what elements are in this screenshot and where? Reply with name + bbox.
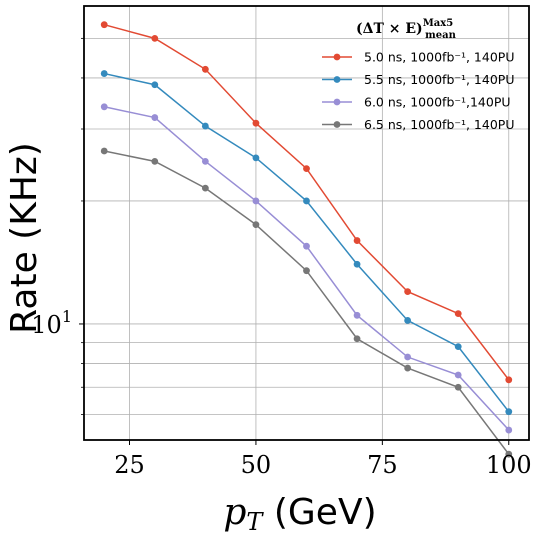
y-axis-label: Rate (KHz) <box>4 142 45 334</box>
legend-title-main: (ΔT × E) <box>356 21 423 37</box>
series-group <box>100 21 513 458</box>
legend-label: 5.5 ns, 1000fb⁻¹, 140PU <box>364 72 514 87</box>
series-line <box>100 147 513 458</box>
data-point <box>252 197 260 205</box>
data-point <box>404 317 412 324</box>
data-point <box>151 114 159 121</box>
data-point <box>100 147 108 155</box>
x-axis-label-unit: (GeV) <box>262 492 376 533</box>
data-point <box>505 376 513 384</box>
series-line <box>100 103 513 434</box>
legend: (ΔT × E)Max5 mean 5.0 ns, 1000fb⁻¹, 140PU… <box>322 18 514 132</box>
data-point <box>454 371 462 379</box>
x-tick-label: 25 <box>114 451 145 479</box>
data-point <box>201 65 209 73</box>
data-point <box>353 335 361 343</box>
data-point <box>454 310 462 318</box>
legend-entry: 6.5 ns, 1000fb⁻¹, 140PU <box>322 117 514 132</box>
data-point <box>404 353 412 361</box>
data-point <box>100 21 108 29</box>
data-point <box>201 122 209 130</box>
data-point <box>100 70 108 77</box>
data-point <box>454 343 462 351</box>
legend-entry: 5.0 ns, 1000fb⁻¹, 140PU <box>322 50 514 65</box>
data-point <box>151 34 159 42</box>
data-point <box>353 237 361 244</box>
legend-entry: 5.5 ns, 1000fb⁻¹, 140PU <box>322 72 514 87</box>
data-point <box>100 103 108 111</box>
legend-marker <box>333 98 341 106</box>
x-tick-label: 50 <box>241 451 272 479</box>
x-axis-label-subscript: T <box>246 508 264 536</box>
axis-ticks: 25 50 75 100 101 <box>31 37 532 479</box>
legend-title-sup: Max5 <box>423 18 454 29</box>
legend-label: 6.0 ns, 1000fb⁻¹,140PU <box>364 95 511 110</box>
legend-label: 6.5 ns, 1000fb⁻¹, 140PU <box>364 117 514 132</box>
data-point <box>252 119 260 127</box>
data-point <box>201 184 209 192</box>
x-tick-label: 75 <box>367 451 398 479</box>
y-tick-label: 101 <box>31 307 72 339</box>
data-point <box>454 383 462 391</box>
legend-items: 5.0 ns, 1000fb⁻¹, 140PU 5.5 ns, 1000fb⁻¹,… <box>322 50 514 132</box>
data-point <box>303 165 310 173</box>
legend-title-sub: mean <box>425 30 456 41</box>
x-tick-label: 100 <box>486 451 532 479</box>
data-point <box>505 450 513 458</box>
legend-marker <box>333 121 341 128</box>
data-point <box>252 154 260 162</box>
data-point <box>353 311 361 319</box>
legend-label: 5.0 ns, 1000fb⁻¹, 140PU <box>364 50 514 65</box>
data-point <box>505 408 513 416</box>
data-point <box>353 260 361 268</box>
data-point <box>505 426 513 434</box>
series-line <box>100 70 513 416</box>
data-point <box>252 221 260 229</box>
data-point <box>151 81 159 89</box>
legend-marker <box>333 76 341 83</box>
data-point <box>404 288 412 296</box>
data-point <box>201 157 209 165</box>
x-axis-label-symbol: p <box>223 492 246 533</box>
data-point <box>303 267 310 275</box>
series-line <box>100 21 513 384</box>
data-point <box>303 197 310 205</box>
data-point <box>151 157 159 165</box>
data-point <box>404 364 412 372</box>
legend-marker <box>333 53 341 61</box>
legend-entry: 6.0 ns, 1000fb⁻¹,140PU <box>322 95 511 110</box>
data-point <box>303 242 310 250</box>
x-axis-label: pT (GeV) <box>223 492 376 536</box>
legend-title: (ΔT × E)Max5 mean <box>356 18 457 41</box>
series-path <box>104 150 510 455</box>
plot-frame <box>83 5 530 441</box>
